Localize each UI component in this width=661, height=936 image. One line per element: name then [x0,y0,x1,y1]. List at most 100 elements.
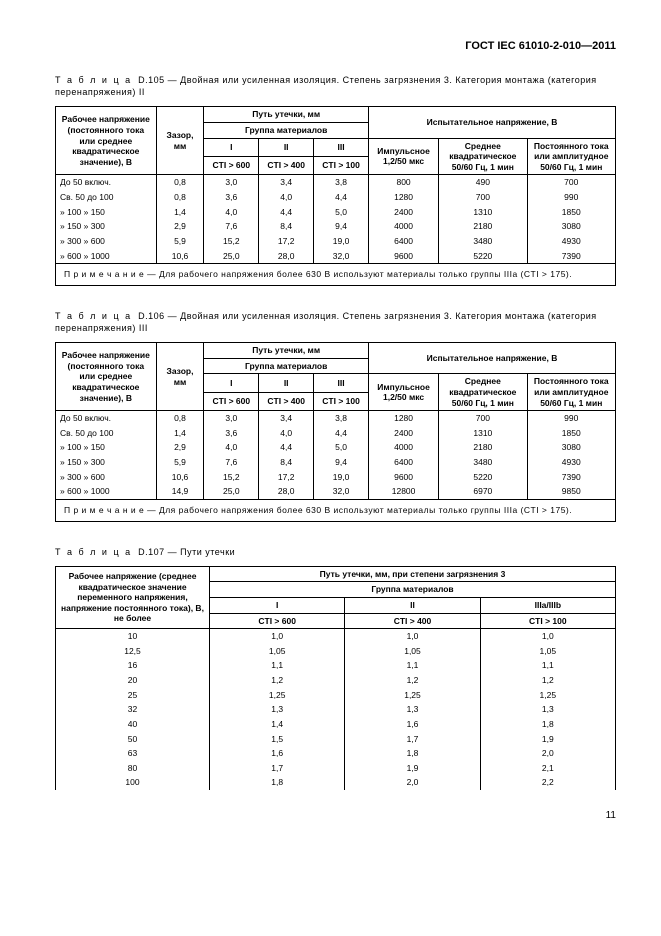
cell: 6400 [369,234,439,249]
table-row: 501,51,71,9 [56,732,616,747]
caption-text: — Двойная или усиленная изоляция. Степен… [55,75,597,97]
table-d107-caption: Т а б л и ц а D.107 — Пути утечки [55,546,616,558]
caption-prefix: Т а б л и ц а [55,547,132,557]
cell: 9600 [369,249,439,264]
cell: 4,4 [259,205,314,220]
table-row: » 100 » 1501,44,04,45,0240013101850 [56,205,616,220]
col-iii: III [314,374,369,392]
cell: 1,2 [345,673,480,688]
cell: 5220 [439,470,527,485]
cell: 9,4 [314,455,369,470]
cell: 10,6 [156,249,204,264]
table-d106-note: П р и м е ч а н и е — Для рабочего напря… [56,499,616,521]
cell: До 50 включ. [56,175,157,190]
table-row: 801,71,92,1 [56,761,616,776]
cell: » 150 » 300 [56,219,157,234]
cell: 1,1 [480,658,615,673]
cell: 3080 [527,440,615,455]
table-row: Св. 50 до 1000,83,64,04,41280700990 [56,190,616,205]
col-gap: Зазор, мм [156,343,204,411]
table-row: » 600 » 100010,625,028,032,0960052207390 [56,249,616,264]
cell: 1,05 [210,644,345,659]
caption-text: — Двойная или усиленная изоляция. Степен… [55,311,597,333]
table-row: 251,251,251,25 [56,688,616,703]
col-ii: II [345,597,480,613]
cell: 3080 [527,219,615,234]
cell: 1,3 [480,702,615,717]
cell: 1,4 [210,717,345,732]
document-header: ГОСТ IEC 61010-2-010—2011 [55,40,616,52]
cell: 1,1 [345,658,480,673]
table-row: До 50 включ.0,83,03,43,8800490700 [56,175,616,190]
cell: 1,4 [156,205,204,220]
table-d106: Рабочее напряжение (постоянного тока или… [55,342,616,522]
table-row: 631,61,82,0 [56,746,616,761]
cell: 1280 [369,411,439,426]
table-row: 101,01,01,0 [56,629,616,644]
cell: 5,0 [314,205,369,220]
cell: 2,9 [156,219,204,234]
cell: 2400 [369,426,439,441]
cell: 1,8 [210,775,345,790]
cell: 32,0 [314,249,369,264]
table-row: 321,31,31,3 [56,702,616,717]
cell: 32 [56,702,210,717]
table-row: » 300 » 60010,615,217,219,0960052207390 [56,470,616,485]
cell: 14,9 [156,484,204,499]
cell: 2,2 [480,775,615,790]
cell: 3,0 [204,175,259,190]
cell: 1,3 [210,702,345,717]
cell: 16 [56,658,210,673]
cell: 50 [56,732,210,747]
col-cti600: CTI > 600 [204,156,259,174]
col-dc: Постоянного тока или амплитудное 50/60 Г… [527,138,615,175]
col-rms: Среднее квадратическое 50/60 Гц, 1 мин [439,374,527,411]
cell: 7390 [527,470,615,485]
cell: » 150 » 300 [56,455,157,470]
table-d105-note: П р и м е ч а н и е — Для рабочего напря… [56,264,616,286]
cell: 0,8 [156,175,204,190]
cell: 990 [527,190,615,205]
table-row: 12,51,051,051,05 [56,644,616,659]
cell: 17,2 [259,470,314,485]
cell: 32,0 [314,484,369,499]
col-i: I [204,374,259,392]
table-row: 161,11,11,1 [56,658,616,673]
cell: 1,5 [210,732,345,747]
col-creep: Путь утечки, мм [204,107,369,123]
col-cti600: CTI > 600 [204,392,259,410]
cell: 1,9 [480,732,615,747]
cell: 7,6 [204,455,259,470]
cell: 1,0 [210,629,345,644]
cell: 1,8 [345,746,480,761]
cell: 10 [56,629,210,644]
table-row: » 100 » 1502,94,04,45,0400021803080 [56,440,616,455]
cell: 2,9 [156,440,204,455]
cell: 5,9 [156,234,204,249]
col-voltage: Рабочее напряжение (среднее квадратическ… [56,566,210,629]
cell: 12,5 [56,644,210,659]
cell: 4,4 [259,440,314,455]
cell: 3,6 [204,190,259,205]
cell: 80 [56,761,210,776]
cell: 5220 [439,249,527,264]
col-voltage: Рабочее напряжение (постоянного тока или… [56,107,157,175]
cell: 7,6 [204,219,259,234]
cell: 3,6 [204,426,259,441]
cell: 700 [439,190,527,205]
col-ii: II [259,138,314,156]
cell: 9600 [369,470,439,485]
cell: 2,1 [480,761,615,776]
col-cti100: CTI > 100 [314,392,369,410]
cell: 28,0 [259,249,314,264]
cell: 0,8 [156,411,204,426]
col-impulse: Импульсное 1,2/50 мкс [369,374,439,411]
caption-prefix: Т а б л и ц а [55,75,132,85]
cell: 700 [527,175,615,190]
cell: 8,4 [259,455,314,470]
page-number: 11 [55,810,616,821]
cell: 4,4 [314,426,369,441]
col-matgroup: Группа материалов [210,582,616,598]
col-matgroup: Группа материалов [204,122,369,138]
cell: 6400 [369,455,439,470]
